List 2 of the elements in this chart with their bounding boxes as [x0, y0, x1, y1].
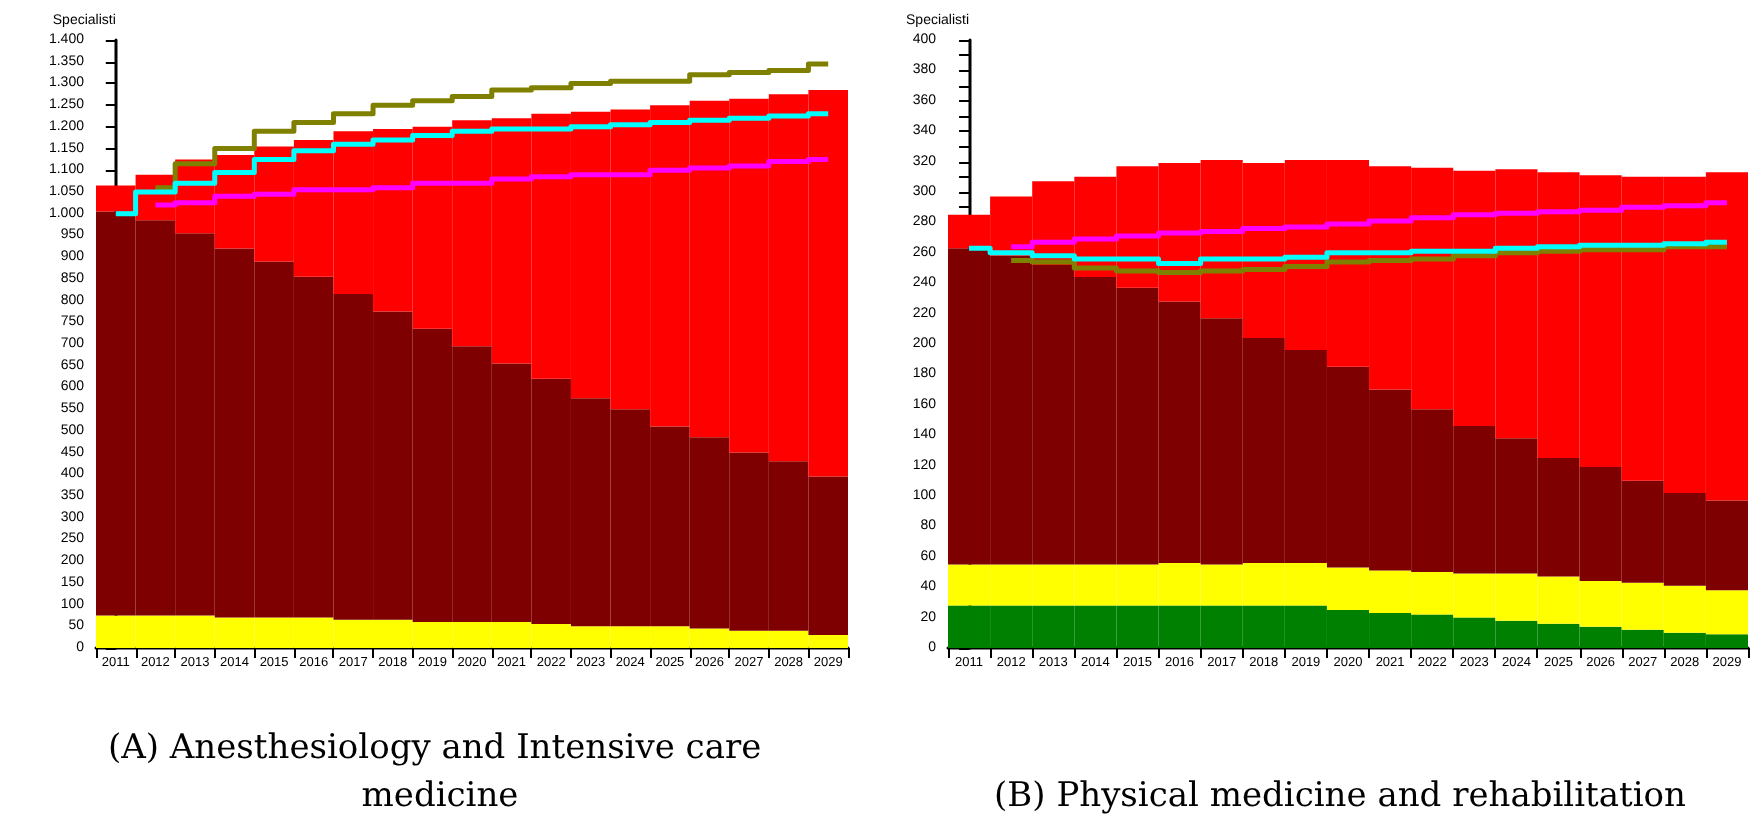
- text: (B) Physical medicine and rehabilitation: [994, 776, 1687, 816]
- text: (A) Anesthesiology and Intensive care medicine: [107, 728, 773, 816]
